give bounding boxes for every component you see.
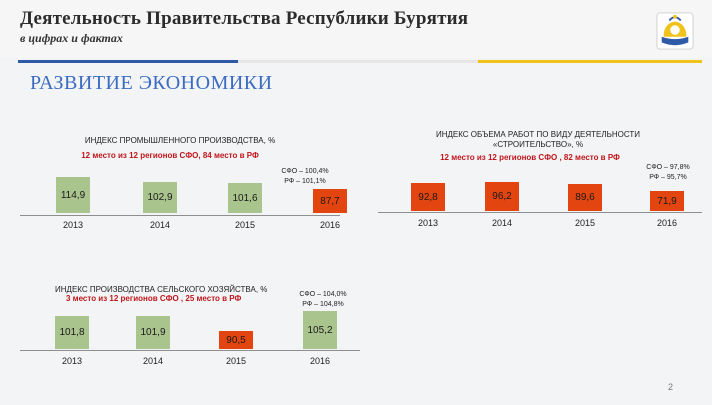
chart-tick-label: 2016 — [309, 356, 331, 366]
header-rule — [18, 60, 702, 63]
chart-bar: 90,5 — [219, 331, 253, 349]
chart-note: СФО – 104,0% — [299, 291, 347, 298]
chart-tick-label: 2015 — [574, 218, 596, 228]
chart-bar: 89,6 — [568, 184, 602, 211]
chart-axis — [20, 215, 340, 216]
chart-bar: 92,8 — [411, 183, 445, 211]
chart-bar: 101,8 — [55, 316, 89, 349]
chart-bar: 101,9 — [136, 316, 170, 349]
chart-axis — [378, 212, 702, 213]
chart-tick-label: 2014 — [491, 218, 513, 228]
chart-tick-label: 2014 — [142, 356, 164, 366]
chart-note: СФО – 100,4% — [281, 168, 329, 175]
page-number: 2 — [668, 382, 674, 392]
chart-bar: 102,9 — [143, 182, 177, 213]
chart-bar: 105,2 — [303, 311, 337, 349]
chart-bar: 71,9 — [650, 191, 684, 211]
chart-note: СФО – 97,8% — [646, 164, 690, 171]
chart-tick-label: 2013 — [417, 218, 439, 228]
chart-axis — [20, 350, 360, 351]
chart-rank: 3 место из 12 регионов СФО , 25 место в … — [66, 294, 242, 303]
chart-bar: 114,9 — [56, 177, 90, 213]
chart-note: РФ – 104,8% — [302, 301, 344, 308]
chart-tick-label: 2013 — [62, 220, 84, 230]
slide-title: Деятельность Правительства Республики Бу… — [20, 8, 469, 29]
section-title: РАЗВИТИЕ ЭКОНОМИКИ — [30, 72, 273, 94]
chart-tick-label: 2016 — [319, 220, 341, 230]
chart-rank: 12 место из 12 регионов СФО, 84 место в … — [81, 151, 259, 160]
slide-subtitle: в цифрах и фактах — [20, 31, 123, 45]
chart-note: РФ – 101,1% — [284, 178, 326, 185]
chart-tick-label: 2016 — [656, 218, 678, 228]
chart-tick-label: 2015 — [234, 220, 256, 230]
chart-tick-label: 2015 — [225, 356, 247, 366]
chart-note: РФ – 95,7% — [649, 174, 687, 181]
chart-title: ИНДЕКС ОБЪЕМА РАБОТ ПО ВИДУ ДЕЯТЕЛЬНОСТИ… — [435, 130, 641, 149]
chart-bar: 96,2 — [485, 182, 519, 211]
chart-bar: 87,7 — [313, 189, 347, 213]
chart-tick-label: 2014 — [149, 220, 171, 230]
chart-title: ИНДЕКС ПРОИЗВОДСТВА СЕЛЬСКОГО ХОЗЯЙСТВА,… — [55, 285, 268, 294]
buryatia-emblem-icon — [656, 12, 694, 50]
chart-rank: 12 место из 12 регионов СФО , 82 место в… — [440, 153, 620, 162]
slide-header: Деятельность Правительства Республики Бу… — [0, 0, 712, 58]
chart-bar: 101,6 — [228, 183, 262, 213]
chart-title: ИНДЕКС ПРОМЫШЛЕННОГО ПРОИЗВОДСТВА, % — [84, 136, 276, 145]
chart-tick-label: 2013 — [61, 356, 83, 366]
